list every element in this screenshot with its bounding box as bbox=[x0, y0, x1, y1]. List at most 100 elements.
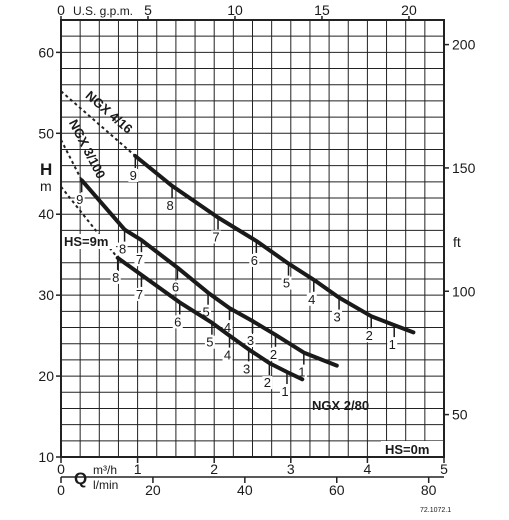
point-label-background bbox=[134, 253, 145, 267]
point-label-background bbox=[306, 292, 317, 306]
point-label: 4 bbox=[224, 348, 231, 363]
point-label: 6 bbox=[172, 280, 179, 295]
point-label-background bbox=[172, 315, 183, 329]
point-label: 9 bbox=[76, 192, 83, 207]
point-label: 5 bbox=[202, 305, 209, 320]
point-label: 7 bbox=[136, 252, 143, 267]
point-label-background bbox=[281, 276, 292, 290]
y-tick-label-m: 30 bbox=[38, 287, 54, 303]
x-tick-label-gpm: 20 bbox=[401, 2, 417, 18]
point-label: 7 bbox=[212, 229, 219, 244]
point-label: 4 bbox=[308, 292, 315, 307]
x-tick-label-gpm: 5 bbox=[144, 2, 152, 18]
point-label-background bbox=[117, 242, 128, 256]
hs-0m-background bbox=[381, 441, 443, 456]
point-label: 8 bbox=[166, 198, 173, 213]
x-axis-ticks: 0 1 2 3 4 50 20 40 60 800 5 10 15 20 bbox=[57, 2, 448, 498]
grid-lines bbox=[61, 20, 444, 457]
y-tick-label-m: 20 bbox=[38, 368, 54, 384]
point-label: 1 bbox=[389, 337, 396, 352]
point-label: 1 bbox=[281, 384, 288, 399]
y-tick-label-ft: 200 bbox=[452, 37, 476, 53]
point-label: 7 bbox=[136, 287, 143, 302]
x-tick-label-m3h: 4 bbox=[364, 461, 372, 477]
y-axis-ticks: 10 20 30 40 50 60 50 100 150 200 bbox=[38, 37, 475, 465]
x-tick-label-lmin: 80 bbox=[421, 482, 437, 498]
series-line bbox=[133, 154, 416, 335]
head-symbol: H bbox=[40, 160, 52, 179]
point-label-background bbox=[128, 168, 139, 182]
y-tick-label-ft: 100 bbox=[452, 283, 476, 299]
x-tick-label-lmin: 0 bbox=[57, 482, 65, 498]
x-tick-label-m3h: 1 bbox=[134, 461, 142, 477]
point-label: 1 bbox=[298, 365, 305, 380]
point-label: 9 bbox=[130, 168, 137, 183]
point-label-background bbox=[364, 329, 375, 343]
point-label: 6 bbox=[174, 314, 181, 329]
point-label-background bbox=[241, 362, 252, 376]
point-label: 2 bbox=[366, 328, 373, 343]
hs-0m-label: HS=0m bbox=[385, 442, 429, 457]
y-tick-label-m: 40 bbox=[38, 206, 54, 222]
point-label-background bbox=[204, 335, 215, 349]
series-name-ngx-2-80: NGX 2/80 bbox=[312, 398, 369, 413]
point-label-background bbox=[279, 385, 290, 399]
head-unit-label: m bbox=[40, 178, 52, 194]
flow-symbol: Q bbox=[74, 469, 87, 488]
hs-9m-background bbox=[62, 234, 116, 249]
point-label-background bbox=[110, 270, 121, 284]
x-tick-label-gpm: 0 bbox=[57, 2, 65, 18]
series-line bbox=[115, 255, 305, 382]
x-tick-label-gpm: 10 bbox=[227, 2, 243, 18]
point-label: 3 bbox=[333, 310, 340, 325]
point-label-background bbox=[211, 230, 222, 244]
point-label-background bbox=[201, 305, 212, 319]
point-label: 3 bbox=[247, 333, 254, 348]
point-label-background bbox=[249, 253, 260, 267]
point-label-background bbox=[262, 376, 273, 390]
series-dashed-start bbox=[60, 90, 136, 157]
x-tick-label-m3h: 2 bbox=[210, 461, 218, 477]
point-label: 6 bbox=[251, 253, 258, 268]
lmin-unit-label: l/min bbox=[93, 478, 118, 492]
x-tick-label-m3h: 0 bbox=[57, 461, 65, 477]
plot-frame bbox=[60, 19, 445, 458]
point-label-background bbox=[222, 348, 233, 362]
series-line bbox=[79, 178, 339, 368]
point-label-background bbox=[222, 321, 233, 335]
x-tick-label-m3h: 3 bbox=[287, 461, 295, 477]
point-label-background bbox=[332, 310, 343, 324]
y-tick-label-ft: 50 bbox=[452, 407, 468, 423]
y-tick-label-m: 50 bbox=[38, 125, 54, 141]
point-label: 8 bbox=[119, 242, 126, 257]
x-tick-label-m3h: 5 bbox=[440, 461, 448, 477]
hs-9m-label: HS=9m bbox=[64, 234, 108, 249]
y-tick-label-m: 60 bbox=[38, 44, 54, 60]
series-dashed-start bbox=[60, 139, 83, 181]
point-label: 3 bbox=[243, 361, 250, 376]
point-label-background bbox=[387, 338, 398, 352]
point-label: 8 bbox=[112, 270, 119, 285]
point-label-background bbox=[74, 193, 85, 207]
reference-code: 72.1072.1 bbox=[420, 507, 451, 514]
point-label-background bbox=[165, 198, 176, 212]
y-tick-label-m: 10 bbox=[38, 449, 54, 465]
point-label: 2 bbox=[270, 347, 277, 362]
point-label-background bbox=[134, 287, 145, 301]
x-tick-label-lmin: 40 bbox=[237, 482, 253, 498]
gpm-unit-label: U.S. g.p.m. bbox=[73, 4, 133, 18]
m3h-unit-label: m³/h bbox=[93, 463, 117, 477]
point-label: 5 bbox=[206, 335, 213, 350]
point-label-background bbox=[245, 334, 256, 348]
feet-unit-label: ft bbox=[453, 234, 461, 250]
x-tick-label-lmin: 60 bbox=[329, 482, 345, 498]
series-name-ngx-4-16: NGX 4/16 bbox=[83, 88, 136, 137]
x-tick-label-gpm: 15 bbox=[314, 2, 330, 18]
point-label-background bbox=[170, 280, 181, 294]
point-label-background bbox=[268, 347, 279, 361]
x-tick-label-lmin: 20 bbox=[145, 482, 161, 498]
